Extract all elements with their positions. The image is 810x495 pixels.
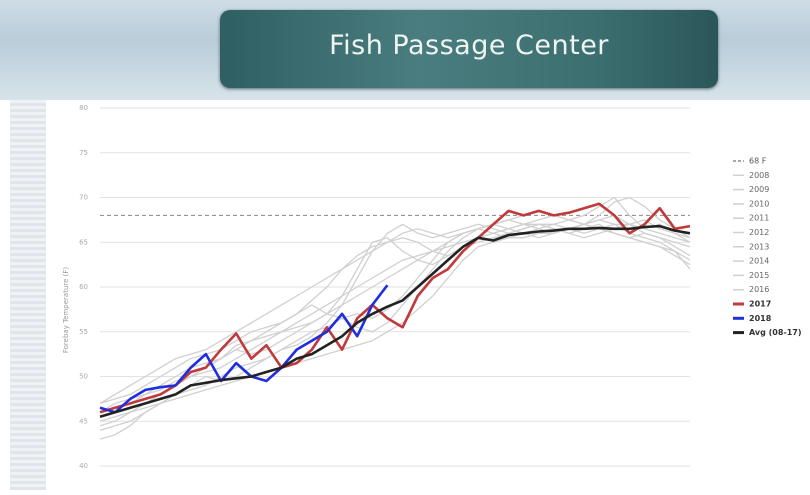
logo-plate: Fish Passage Center [220, 10, 718, 88]
legend-label: 2010 [749, 199, 769, 208]
legend-label: 2008 [749, 171, 769, 180]
y-tick-label: 50 [79, 373, 88, 381]
banner: Fish Passage Center [0, 0, 810, 100]
legend-label: 2017 [749, 300, 771, 309]
series-line [99, 214, 691, 418]
series-line [99, 219, 691, 413]
y-axis-label: Forebay Temperature (F) [62, 267, 70, 354]
series-line [99, 224, 691, 419]
legend-label: 2009 [749, 185, 769, 194]
y-tick-label: 75 [79, 149, 88, 157]
legend-label: 2012 [749, 228, 769, 237]
series-line [99, 284, 389, 414]
legend-label: 2015 [749, 271, 769, 280]
site-title: Fish Passage Center [329, 30, 609, 61]
y-tick-label: 80 [79, 104, 88, 112]
legend-label: 2016 [749, 285, 769, 294]
series-line [99, 196, 691, 440]
legend-label: 2018 [749, 314, 772, 323]
y-tick-label: 65 [79, 238, 88, 246]
series-line [99, 214, 691, 413]
legend-label: Avg (08-17) [749, 328, 802, 337]
y-tick-label: 55 [79, 328, 88, 336]
y-tick-label: 60 [79, 283, 88, 291]
series-line [99, 196, 691, 427]
legend-label: 68 F [749, 157, 767, 166]
series-line [99, 219, 691, 405]
legend-label: 2013 [749, 242, 769, 251]
series-line [99, 202, 691, 414]
series-line [99, 223, 691, 422]
legend-label: 2014 [749, 257, 769, 266]
legend-label: 2011 [749, 214, 769, 223]
y-tick-label: 45 [79, 417, 88, 425]
y-tick-label: 40 [79, 462, 88, 470]
y-tick-label: 70 [79, 194, 88, 202]
sidebar [10, 100, 46, 490]
